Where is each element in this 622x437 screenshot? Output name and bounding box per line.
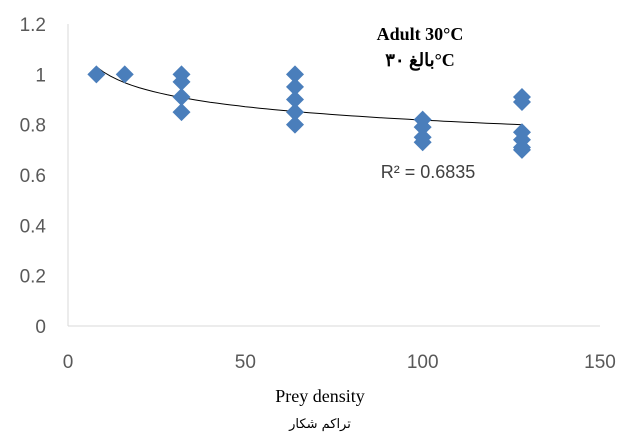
data-point bbox=[172, 103, 191, 122]
chart-subtitle: بالغ ۳۰°C bbox=[385, 50, 455, 71]
x-tick-label: 50 bbox=[235, 352, 256, 373]
data-point bbox=[285, 77, 304, 96]
data-point bbox=[172, 72, 191, 91]
data-points bbox=[87, 65, 531, 159]
x-axis-label-secondary: تراكم شكار bbox=[288, 417, 351, 432]
data-point bbox=[285, 65, 304, 84]
data-point bbox=[172, 87, 191, 106]
x-tick-label: 150 bbox=[584, 352, 616, 373]
y-tick-label: 1 bbox=[35, 65, 46, 86]
x-tick-label: 0 bbox=[63, 352, 74, 373]
data-point bbox=[285, 103, 304, 122]
data-point bbox=[413, 133, 432, 152]
y-tick-label: 0 bbox=[35, 317, 46, 338]
data-point bbox=[512, 93, 531, 112]
x-axis-label: Prey density bbox=[275, 386, 365, 406]
data-point bbox=[87, 65, 106, 84]
y-tick-label: 0.2 bbox=[20, 267, 46, 288]
data-point bbox=[115, 65, 134, 84]
y-tick-labels: 0 0.2 0.4 0.6 0.8 1 1.2 bbox=[20, 15, 47, 338]
x-tick-label: 100 bbox=[407, 352, 439, 373]
y-tick-label: 0.6 bbox=[20, 166, 46, 187]
axes bbox=[67, 24, 600, 327]
data-point bbox=[285, 90, 304, 109]
y-tick-label: 0.4 bbox=[20, 216, 47, 237]
y-tick-label: 1.2 bbox=[20, 15, 46, 36]
data-point bbox=[413, 118, 432, 137]
data-point bbox=[512, 140, 531, 159]
trendline bbox=[96, 66, 523, 126]
r-squared-label: R² = 0.6835 bbox=[381, 162, 476, 182]
y-tick-label: 0.8 bbox=[20, 116, 46, 137]
chart-title: Adult 30°C bbox=[377, 24, 464, 44]
x-tick-labels: 0 50 100 150 bbox=[63, 352, 616, 373]
data-point bbox=[285, 115, 304, 134]
